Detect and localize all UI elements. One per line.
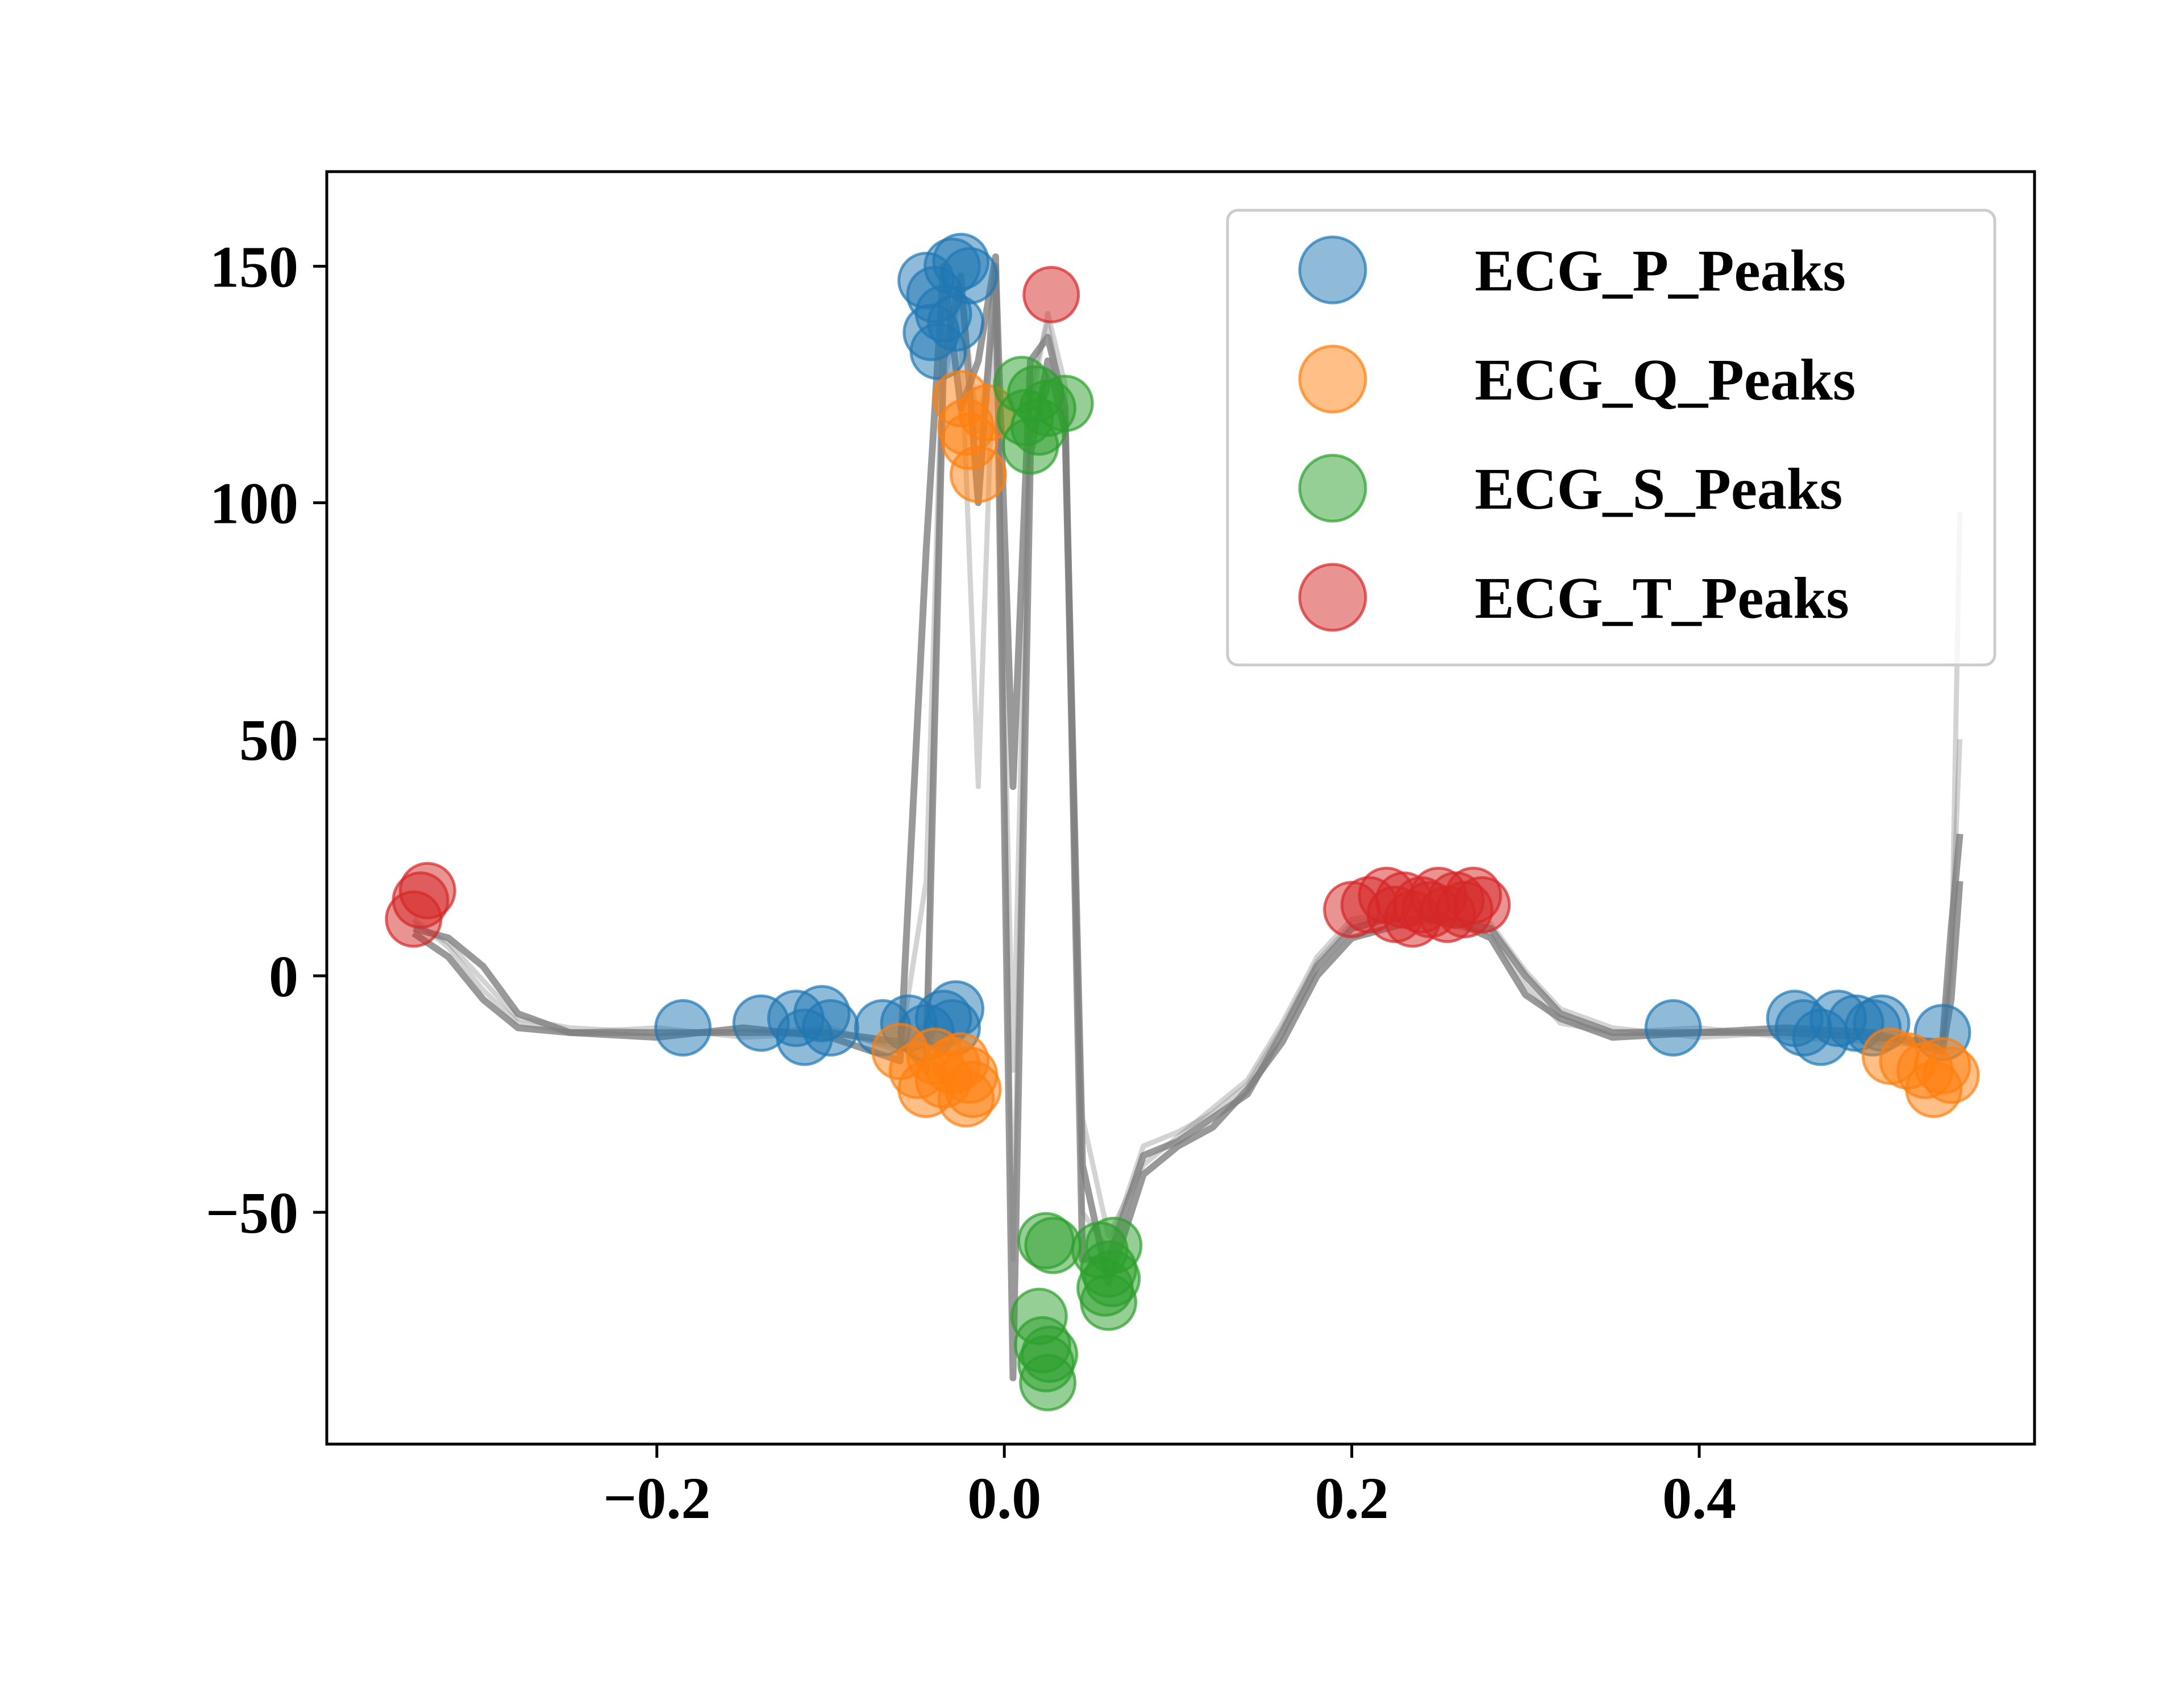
x-tick-label: −0.2: [603, 1466, 710, 1531]
peak-marker: [927, 294, 985, 352]
peak-marker: [1080, 1273, 1138, 1331]
axes-frame: [325, 170, 2036, 1446]
series-ecg-t-peaks: [385, 265, 1511, 948]
peak-markers: [385, 232, 1980, 1412]
legend-label: ECG_T_Peaks: [1475, 565, 1849, 631]
y-axis: −50 0 50 100 150: [206, 234, 327, 1246]
legend-label: ECG_S_Peaks: [1475, 456, 1842, 522]
peak-marker: [1022, 265, 1080, 323]
series-ecg-q-peaks: [871, 370, 1980, 1128]
y-tick-label: 150: [210, 234, 298, 300]
peak-marker: [1922, 1046, 1980, 1104]
series-ecg-s-peaks: [993, 356, 1143, 1412]
peak-marker: [949, 446, 1007, 504]
x-tick-label: 0.4: [1662, 1466, 1736, 1531]
peak-marker: [1085, 1216, 1143, 1274]
legend-label: ECG_Q_Peaks: [1475, 347, 1856, 413]
legend-box: [1226, 209, 1996, 667]
series-ecg-p-peaks: [654, 232, 1971, 1066]
legend-marker: [1298, 344, 1367, 414]
y-tick-label: −50: [206, 1180, 298, 1246]
peak-marker: [1644, 999, 1702, 1057]
x-tick-label: 0.2: [1315, 1466, 1389, 1531]
y-tick-label: 0: [269, 944, 298, 1009]
legend-marker: [1298, 235, 1367, 305]
legend-marker: [1298, 454, 1367, 523]
peak-marker: [1036, 375, 1094, 432]
peak-marker: [654, 999, 712, 1057]
y-tick-label: 100: [210, 471, 298, 536]
y-tick-label: 50: [239, 708, 298, 773]
x-axis: −0.2 0.0 0.2 0.4: [603, 1444, 1736, 1531]
x-tick-label: 0.0: [967, 1466, 1041, 1531]
peak-marker: [944, 1060, 1002, 1118]
legend: ECG_P_Peaks ECG_Q_Peaks ECG_S_Peaks ECG_T_P…: [1226, 209, 1996, 667]
legend-label: ECG_P_Peaks: [1475, 238, 1846, 303]
peak-marker: [802, 999, 860, 1057]
legend-marker: [1298, 563, 1367, 632]
peak-marker: [1021, 1325, 1079, 1383]
peak-marker: [1453, 876, 1511, 934]
peak-marker: [398, 862, 456, 920]
